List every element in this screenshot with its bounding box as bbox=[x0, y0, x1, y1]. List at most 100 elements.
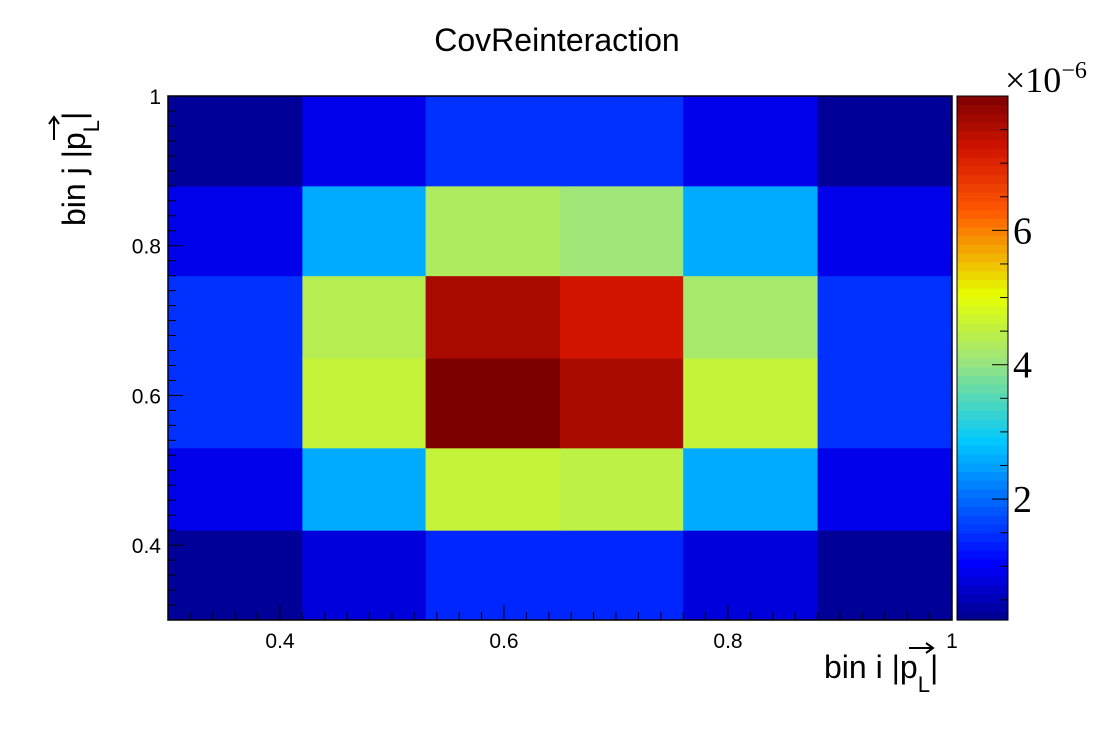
heatmap-cell bbox=[302, 185, 427, 277]
heatmap-cells bbox=[168, 96, 953, 621]
heatmap-cell bbox=[817, 275, 953, 359]
color-palette-swatch bbox=[957, 358, 1008, 368]
color-palette bbox=[957, 96, 1008, 621]
color-palette-swatch bbox=[957, 558, 1008, 569]
heatmap-cell bbox=[425, 530, 561, 621]
z-tick-label: 2 bbox=[1013, 479, 1032, 521]
color-palette-swatch bbox=[957, 515, 1008, 525]
heatmap-cell bbox=[302, 447, 427, 531]
color-palette-swatch bbox=[957, 192, 1008, 202]
heatmap-cell bbox=[560, 275, 684, 359]
color-palette-swatch bbox=[957, 480, 1008, 490]
heatmap-cell bbox=[683, 96, 819, 187]
color-palette-swatch bbox=[957, 200, 1008, 211]
color-palette-swatch bbox=[957, 506, 1008, 516]
color-palette-swatch bbox=[957, 104, 1008, 115]
color-palette-swatch bbox=[957, 375, 1008, 385]
heatmap-cell bbox=[683, 530, 819, 621]
color-palette-swatch bbox=[957, 366, 1008, 377]
vector-arrow-icon bbox=[909, 642, 935, 654]
color-palette-swatch bbox=[957, 130, 1008, 141]
color-palette-swatch bbox=[957, 471, 1008, 481]
x-tick-label: 0.4 bbox=[265, 630, 295, 653]
color-palette-swatch bbox=[957, 122, 1008, 132]
color-palette-swatch bbox=[957, 541, 1008, 551]
color-palette-frame bbox=[956, 95, 1009, 621]
color-palette-swatch bbox=[957, 174, 1008, 184]
color-exponent-label: ×10−6 bbox=[1005, 58, 1087, 100]
heatmap-cell bbox=[302, 275, 427, 359]
heatmap-cell bbox=[560, 96, 684, 187]
heatmap-cell bbox=[817, 185, 953, 277]
color-palette-swatch bbox=[957, 401, 1008, 411]
heatmap-cell bbox=[425, 447, 561, 531]
color-palette-swatch bbox=[957, 349, 1008, 359]
x-axis-title: bin i |pL| bbox=[824, 642, 938, 697]
y-tick-label: 0.8 bbox=[132, 236, 161, 259]
heatmap-cell bbox=[560, 530, 684, 621]
color-palette-swatch bbox=[957, 340, 1008, 350]
color-palette-swatch bbox=[957, 148, 1008, 158]
x-axis-ticks: 0.4 0.6 0.8 1 bbox=[167, 605, 958, 653]
color-palette-swatch bbox=[957, 567, 1008, 577]
color-palette-swatch bbox=[957, 497, 1008, 508]
heatmap-cell bbox=[168, 530, 303, 621]
y-tick-label: 1 bbox=[149, 86, 161, 109]
color-palette-swatch bbox=[957, 96, 1008, 106]
x-tick-label: 0.8 bbox=[713, 630, 742, 653]
heatmap-cell bbox=[168, 447, 303, 531]
color-palette-swatch bbox=[957, 419, 1008, 429]
color-palette-swatch bbox=[957, 270, 1008, 280]
heatmap-cell bbox=[683, 358, 819, 449]
color-palette-swatch bbox=[957, 602, 1008, 612]
svg-text:bin j |pL|: bin j |pL| bbox=[56, 112, 104, 226]
color-palette-swatch bbox=[957, 611, 1008, 621]
plot-frame bbox=[167, 95, 953, 621]
color-palette-swatch bbox=[957, 235, 1008, 246]
color-palette-swatch bbox=[957, 532, 1008, 542]
color-palette-swatch bbox=[957, 331, 1008, 342]
color-palette-swatch bbox=[957, 183, 1008, 193]
color-palette-swatch bbox=[957, 445, 1008, 455]
color-palette-swatch bbox=[957, 261, 1008, 272]
color-palette-swatch bbox=[957, 244, 1008, 254]
heatmap-cell bbox=[683, 447, 819, 531]
heatmap-cell bbox=[560, 447, 684, 531]
heatmap-cell bbox=[302, 96, 427, 187]
z-tick-label: 6 bbox=[1013, 210, 1032, 252]
color-palette-swatch bbox=[957, 550, 1008, 560]
heatmap-cell bbox=[168, 96, 303, 187]
color-palette-swatch bbox=[957, 305, 1008, 315]
heatmap-cell bbox=[425, 185, 561, 277]
y-axis-ticks: 0.4 0.6 0.8 1 bbox=[132, 86, 183, 621]
color-palette-swatch bbox=[957, 165, 1008, 176]
heatmap-cell bbox=[168, 275, 303, 359]
color-palette-swatch bbox=[957, 279, 1008, 289]
color-palette-swatch bbox=[957, 209, 1008, 219]
heatmap-cell bbox=[817, 447, 953, 531]
color-palette-swatch bbox=[957, 384, 1008, 394]
heatmap-cell bbox=[302, 530, 427, 621]
heatmap-cell bbox=[425, 275, 561, 359]
color-palette-swatch bbox=[957, 436, 1008, 446]
heatmap-cell bbox=[683, 185, 819, 277]
color-palette-ticks: 2 4 6 bbox=[992, 95, 1032, 601]
color-palette-swatch bbox=[957, 314, 1008, 324]
color-palette-swatch bbox=[957, 157, 1008, 167]
chart-title: CovReinteraction bbox=[434, 22, 679, 58]
vector-arrow-icon bbox=[48, 115, 60, 140]
heatmap-cell bbox=[168, 185, 303, 277]
heatmap-cell bbox=[425, 96, 561, 187]
heatmap-cell bbox=[560, 185, 684, 277]
color-palette-swatch bbox=[957, 218, 1008, 228]
color-palette-swatch bbox=[957, 139, 1008, 149]
color-palette-swatch bbox=[957, 593, 1008, 604]
color-palette-swatch bbox=[957, 585, 1008, 595]
color-palette-swatch bbox=[957, 323, 1008, 333]
color-palette-swatch bbox=[957, 410, 1008, 420]
x-tick-label: 0.6 bbox=[489, 630, 518, 653]
color-palette-swatch bbox=[957, 462, 1008, 473]
color-palette-swatch bbox=[957, 253, 1008, 263]
heatmap-cell bbox=[817, 530, 953, 621]
